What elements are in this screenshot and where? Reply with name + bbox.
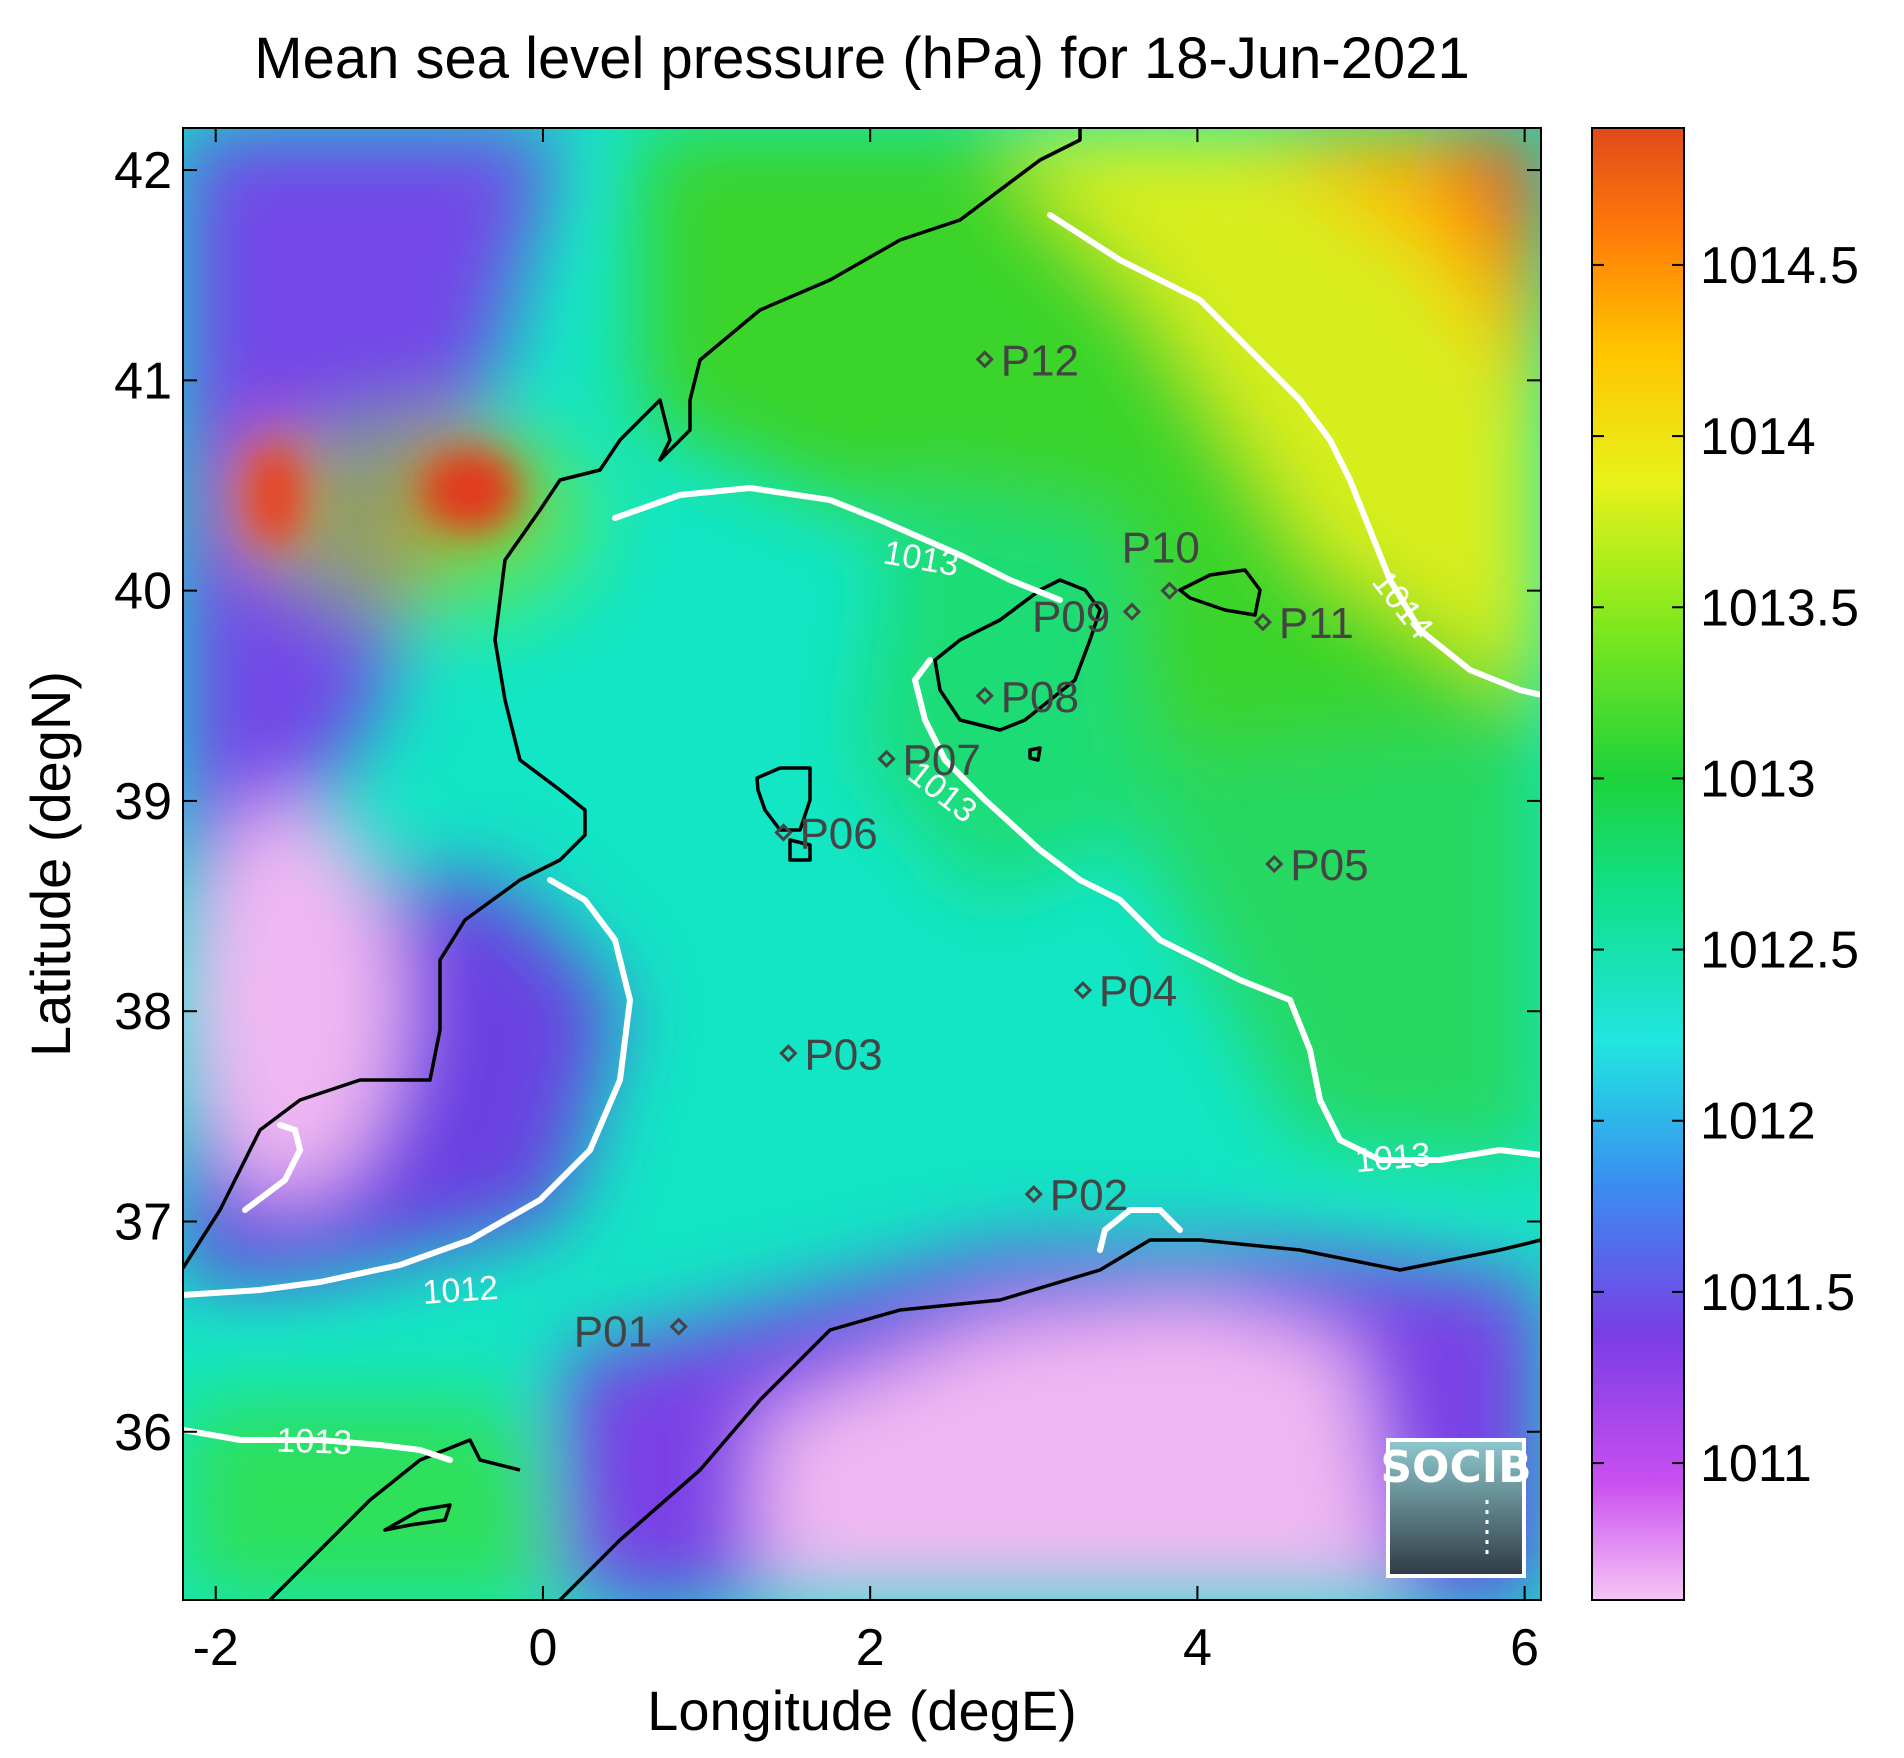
colorbar-tick-label: 1012.5 xyxy=(1700,922,1859,980)
station-marker xyxy=(1024,1185,1043,1204)
y-tick-label: 39 xyxy=(114,773,172,831)
station-marker xyxy=(774,823,793,842)
station-label: P08 xyxy=(1001,673,1079,722)
y-tick-label: 36 xyxy=(114,1404,172,1462)
station-label: P10 xyxy=(1122,524,1200,573)
station-marker xyxy=(1265,854,1284,874)
station-label: P01 xyxy=(574,1308,652,1357)
x-axis-label: Longitude (degE) xyxy=(647,1679,1077,1742)
x-tick-label: 2 xyxy=(856,1619,885,1677)
station-marker xyxy=(975,350,994,369)
station-marker xyxy=(975,686,994,705)
x-tick-label: 6 xyxy=(1510,1619,1539,1677)
y-axis-label: Latitude (degN) xyxy=(19,671,82,1057)
station-label: P04 xyxy=(1099,967,1177,1016)
station-marker xyxy=(669,1317,688,1336)
x-tick-label: 4 xyxy=(1183,1619,1212,1677)
station-marker xyxy=(1122,602,1142,621)
chart-title: Mean sea level pressure (hPa) for 18-Jun… xyxy=(254,26,1469,91)
station-marker xyxy=(1160,581,1179,600)
station-label: P05 xyxy=(1290,841,1368,890)
station-label: P12 xyxy=(1001,336,1079,385)
isobar-1013 xyxy=(183,1427,453,1463)
colorbar-tick-label: 1013.5 xyxy=(1700,579,1859,637)
station-marker xyxy=(779,1044,798,1063)
x-tick-label: -2 xyxy=(193,1619,239,1677)
colorbar xyxy=(1591,127,1685,1601)
station-label: P07 xyxy=(903,736,981,785)
contour-label: 1013 xyxy=(1353,1136,1432,1180)
colorbar-tick-label: 1011.5 xyxy=(1700,1264,1855,1322)
isobar-1012 xyxy=(183,877,634,1298)
station-label: P11 xyxy=(1279,599,1354,648)
coastlines xyxy=(183,128,1541,1600)
isobar-contours xyxy=(183,212,1541,1463)
station-label: P06 xyxy=(799,809,877,858)
station-label: P02 xyxy=(1050,1171,1128,1220)
station-marker xyxy=(1253,613,1272,632)
pressure-field xyxy=(183,128,1541,1600)
x-tick-label: 0 xyxy=(528,1619,557,1677)
station-label: P03 xyxy=(804,1030,882,1079)
y-tick-label: 40 xyxy=(114,563,172,621)
colorbar-tick-label: 1014.5 xyxy=(1700,237,1859,295)
isobar-1014 xyxy=(1047,212,1541,698)
isobar-1013 xyxy=(612,484,1063,603)
y-tick-label: 42 xyxy=(114,142,172,200)
station-label: P09 xyxy=(1032,593,1110,642)
y-tick-label: 41 xyxy=(114,352,172,410)
socib-logo-text: SOCIB xyxy=(1380,1442,1531,1493)
station-marker xyxy=(877,749,896,768)
colorbar-tick-label: 1011 xyxy=(1700,1435,1812,1493)
isobar-1013 xyxy=(1097,1207,1183,1253)
isobar-1012 xyxy=(242,1122,304,1213)
contour-label: 1012 xyxy=(421,1269,499,1312)
contour-label: 1013 xyxy=(276,1421,353,1462)
plot-frame xyxy=(182,127,1542,1601)
y-tick-label: 37 xyxy=(114,1193,172,1251)
y-axis: 36 37 38 39 40 41 42 xyxy=(114,142,1541,1462)
colorbar-tick-label: 1013 xyxy=(1700,750,1816,808)
y-tick-label: 38 xyxy=(114,983,172,1041)
colorbar-tick-label: 1014 xyxy=(1700,408,1816,466)
x-axis: -2 0 2 4 6 xyxy=(193,128,1539,1677)
isobar-1013 xyxy=(911,657,1541,1163)
station-marker xyxy=(1073,981,1093,1000)
colorbar-tick-label: 1012 xyxy=(1700,1093,1816,1151)
socib-logo: SOCIB xyxy=(1380,1438,1532,1578)
colorbar-ticks: 1011 1011.5 1012 1012.5 1013 1013.5 1014 1014.5 xyxy=(1592,237,1859,1493)
